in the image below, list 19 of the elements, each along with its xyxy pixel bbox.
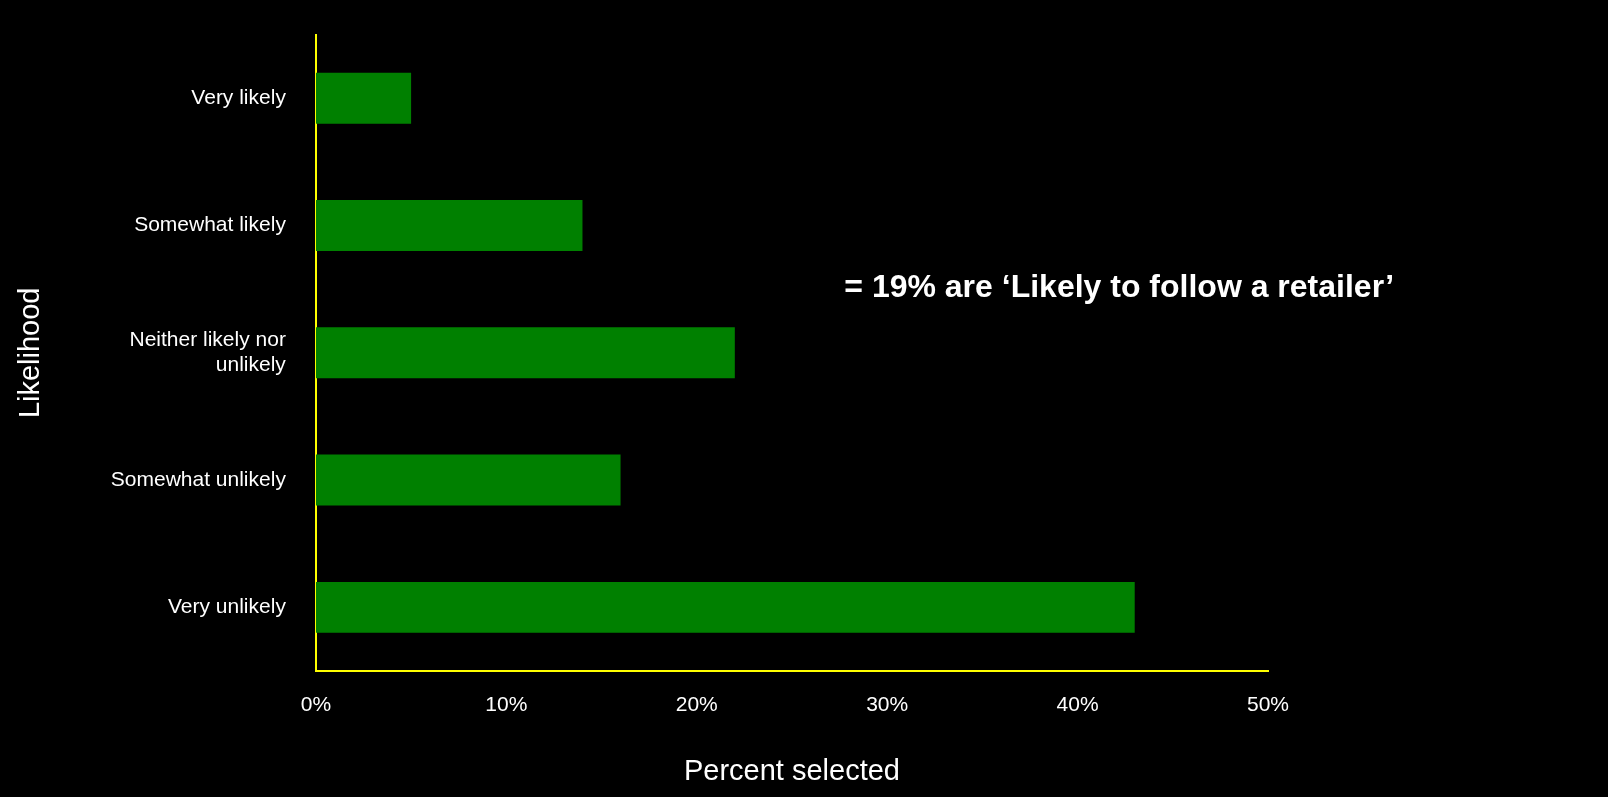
y-tick-label: Neither likely nor unlikely xyxy=(129,327,287,376)
x-tick-label: 20% xyxy=(675,692,718,716)
bar xyxy=(315,200,583,251)
x-tick-label: 10% xyxy=(485,692,528,716)
x-axis-title: Percent selected xyxy=(683,753,900,786)
y-tick-label: Somewhat unlikely xyxy=(110,466,287,490)
bar xyxy=(315,454,621,506)
y-tick-label: Somewhat likely xyxy=(134,212,287,236)
y-tick-label: Very unlikely xyxy=(167,594,287,618)
annotation: = 19% are ‘Likely to follow a retailer’ xyxy=(844,267,1395,304)
bar xyxy=(315,72,412,124)
bar xyxy=(315,581,1135,633)
x-tick-label: 40% xyxy=(1056,692,1099,716)
x-tick-label: 0% xyxy=(300,692,332,716)
x-tick-label: 50% xyxy=(1246,692,1290,716)
y-axis-title: Likelihood xyxy=(13,287,46,419)
bar xyxy=(315,327,735,379)
x-tick-label: 30% xyxy=(866,692,909,716)
y-tick-label: Very likely xyxy=(191,85,287,109)
